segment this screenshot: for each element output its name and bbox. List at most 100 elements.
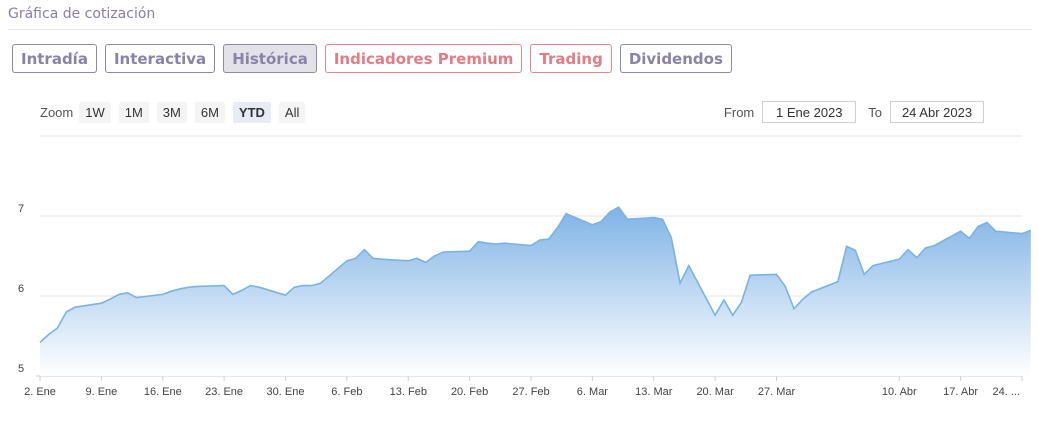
x-tick-label-11: 20. Mar: [696, 386, 734, 398]
data-point-28: [371, 256, 375, 260]
data-point-66: [845, 244, 849, 248]
data-point-9: [134, 296, 138, 300]
data-point-13: [187, 285, 191, 289]
data-point-23: [310, 284, 314, 288]
from-label: From: [723, 104, 755, 120]
data-point-30: [406, 259, 410, 263]
data-point-8: [126, 291, 130, 295]
zoom-ytd-button[interactable]: YTD: [232, 102, 271, 123]
data-point-19: [257, 285, 261, 289]
x-tick-label-2: 16. Ene: [144, 386, 182, 398]
data-point-54: [687, 264, 691, 268]
data-point-27: [362, 248, 366, 252]
x-tick-label-1: 9. Ene: [85, 386, 117, 398]
tab-interactiva[interactable]: Interactiva: [104, 44, 216, 73]
data-point-0: [38, 340, 42, 344]
data-point-47: [608, 210, 612, 214]
data-point-7: [117, 292, 121, 296]
data-point-36: [476, 240, 480, 244]
data-point-71: [906, 248, 910, 252]
data-point-59: [748, 273, 752, 277]
data-point-80: [1020, 232, 1024, 236]
x-tick-label-6: 13. Feb: [390, 386, 427, 398]
data-point-35: [468, 249, 472, 253]
data-point-6: [108, 297, 112, 301]
data-point-72: [915, 256, 919, 260]
data-point-53: [678, 281, 682, 285]
data-point-55: [713, 313, 717, 317]
data-point-60: [775, 272, 779, 276]
date-range: From 1 Ene 2023 To 24 Abr 2023: [724, 101, 984, 123]
tab-dividendos[interactable]: Dividendos: [619, 44, 732, 73]
from-date-input[interactable]: 1 Ene 2023: [762, 101, 857, 123]
data-point-38: [494, 242, 498, 246]
data-point-78: [985, 220, 989, 224]
tab-historica[interactable]: Histórica: [223, 44, 317, 73]
price-line: [39, 206, 1032, 343]
zoom-6m-button[interactable]: 6M: [194, 102, 225, 123]
data-point-73: [924, 246, 928, 250]
data-point-4: [73, 305, 77, 309]
x-tick-label-4: 30. Ene: [267, 386, 305, 398]
data-point-64: [810, 290, 814, 294]
data-point-17: [240, 288, 244, 292]
x-tick-label-0: 2. Ene: [24, 386, 56, 398]
data-point-43: [555, 226, 559, 230]
data-point-11: [170, 289, 174, 293]
data-point-68: [862, 272, 866, 276]
data-point-3: [64, 310, 68, 314]
tab-trading[interactable]: Trading: [530, 44, 612, 73]
price-area: [40, 207, 1031, 376]
y-tick-label-0: 5: [18, 363, 24, 375]
x-tick-label-5: 6. Feb: [331, 386, 362, 398]
data-point-63: [801, 297, 805, 301]
widget-title: Gráfica de cotización: [8, 6, 156, 22]
x-tick-label-8: 27. Feb: [512, 386, 549, 398]
to-label: To: [868, 104, 882, 120]
data-point-67: [853, 248, 857, 252]
zoom-1w-button[interactable]: 1W: [79, 102, 111, 123]
data-point-34: [441, 250, 445, 254]
data-point-12: [178, 287, 182, 291]
data-point-81: [1029, 228, 1033, 232]
data-point-45: [590, 223, 594, 227]
data-point-44: [564, 212, 568, 216]
data-point-74: [932, 244, 936, 248]
data-point-58: [739, 300, 743, 304]
data-point-52: [669, 236, 673, 240]
data-point-1: [47, 332, 51, 336]
data-point-50: [652, 216, 656, 220]
data-point-20: [284, 293, 288, 297]
data-point-40: [529, 244, 533, 248]
data-point-37: [485, 241, 489, 245]
data-point-24: [319, 281, 323, 285]
data-point-79: [994, 229, 998, 233]
tab-indicadores-premium[interactable]: Indicadores Premium: [324, 44, 523, 73]
zoom-1m-button[interactable]: 1M: [118, 102, 149, 123]
tab-intradia[interactable]: Intradía: [12, 44, 97, 73]
data-point-65: [836, 280, 840, 284]
x-tick-label-14: 17. Abr: [943, 386, 978, 398]
x-tick-label-7: 20. Feb: [451, 386, 488, 398]
data-point-57: [731, 313, 735, 317]
data-point-70: [897, 257, 901, 261]
data-point-25: [345, 259, 349, 263]
data-point-29: [380, 257, 384, 261]
data-point-32: [424, 260, 428, 264]
data-point-56: [722, 298, 726, 302]
data-point-77: [976, 224, 980, 228]
zoom-all-button[interactable]: All: [278, 102, 306, 123]
title-divider: [8, 29, 1032, 30]
x-tick-label-15: 24. ...: [992, 386, 1020, 398]
data-point-14: [196, 284, 200, 288]
to-date-input[interactable]: 24 Abr 2023: [890, 101, 984, 123]
data-point-61: [783, 284, 787, 288]
data-point-76: [967, 236, 971, 240]
data-point-69: [871, 264, 875, 268]
x-tick-label-3: 23. Ene: [205, 386, 243, 398]
zoom-3m-button[interactable]: 3M: [156, 102, 187, 123]
data-point-62: [792, 307, 796, 311]
x-tick-label-13: 10. Abr: [882, 386, 917, 398]
data-point-22: [301, 284, 305, 288]
